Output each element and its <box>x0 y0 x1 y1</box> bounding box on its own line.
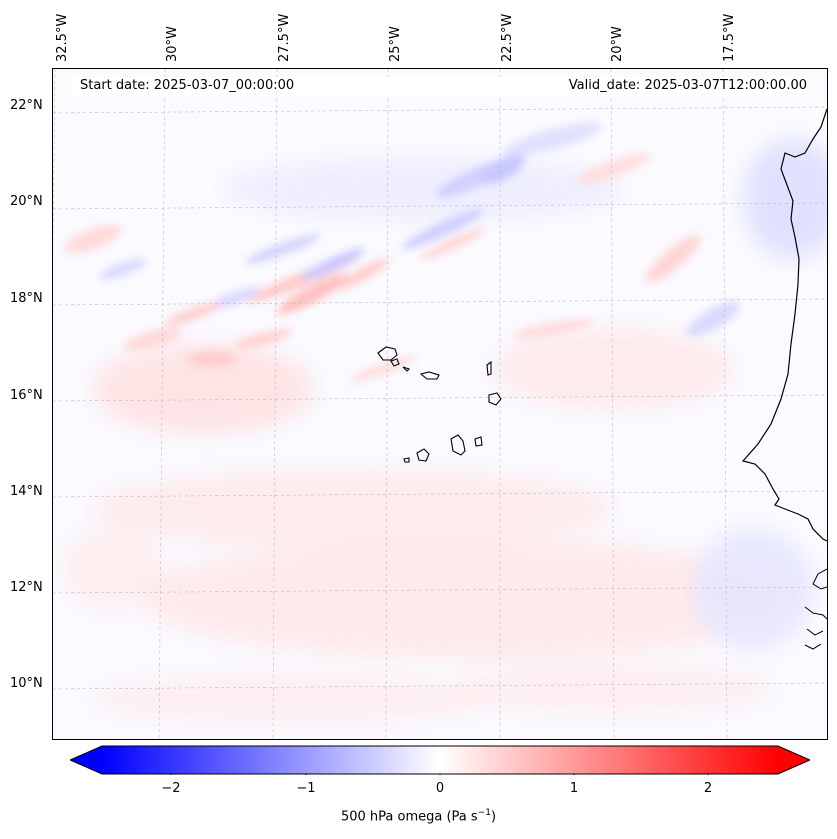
start-date-label: Start date: 2025-03-07_00:00:00 <box>80 78 295 93</box>
colorbar <box>70 745 810 775</box>
colorbar-tick-1: 1 <box>569 781 579 796</box>
lat-label-14n: 14°N <box>10 484 43 499</box>
valid-date-label: Valid_date: 2025-03-07T12:00:00.00 <box>568 78 807 93</box>
lon-label-22-5w: 22.5°W <box>500 13 515 62</box>
lat-label-10n: 10°N <box>10 676 43 691</box>
lon-label-25w: 25°W <box>388 26 403 62</box>
lat-label-22n: 22°N <box>10 98 43 113</box>
lat-label-20n: 20°N <box>10 194 43 209</box>
island-sao-vicente <box>390 358 400 367</box>
omega-field-map <box>53 69 827 739</box>
omega-field-broad <box>63 139 827 724</box>
island-santa-luzia <box>402 366 411 372</box>
lat-label-16n: 16°N <box>10 388 43 403</box>
lon-label-32-5w: 32.5°W <box>55 13 70 62</box>
colorbar-tick-marks <box>170 774 709 775</box>
lat-label-18n: 18°N <box>10 291 43 306</box>
island-brava <box>403 457 410 463</box>
island-fogo <box>416 448 430 462</box>
island-sao-nicolau <box>419 371 440 380</box>
island-santo-antao <box>377 346 398 361</box>
island-boa-vista <box>488 392 502 406</box>
colorbar-tick-0: 0 <box>435 781 445 796</box>
island-sal <box>486 360 492 376</box>
colorbar-tick-2: 2 <box>703 781 713 796</box>
colorbar-high-extension <box>778 746 810 774</box>
colorbar-gradient <box>102 746 778 774</box>
colorbar-low-extension <box>70 746 102 774</box>
lon-label-20w: 20°W <box>610 26 625 62</box>
lon-label-27-5w: 27.5°W <box>277 13 292 62</box>
west-africa-coastline <box>741 108 827 542</box>
colorbar-label: 500 hPa omega (Pa s−1) <box>340 808 497 825</box>
header-strip <box>72 77 806 96</box>
lat-label-12n: 12°N <box>10 580 43 595</box>
island-maio <box>474 436 483 447</box>
map-frame <box>52 68 828 740</box>
colorbar-tick-minus2: −2 <box>161 781 181 796</box>
cape-verde-islands <box>377 346 502 463</box>
lon-label-30w: 30°W <box>165 26 180 62</box>
coastline-estuaries <box>804 568 827 650</box>
island-santiago <box>450 434 466 456</box>
lon-label-17-5w: 17.5°W <box>722 13 737 62</box>
graticule <box>53 69 827 739</box>
colorbar-tick-minus1: −1 <box>296 781 316 796</box>
omega-field-streaks <box>64 122 740 382</box>
